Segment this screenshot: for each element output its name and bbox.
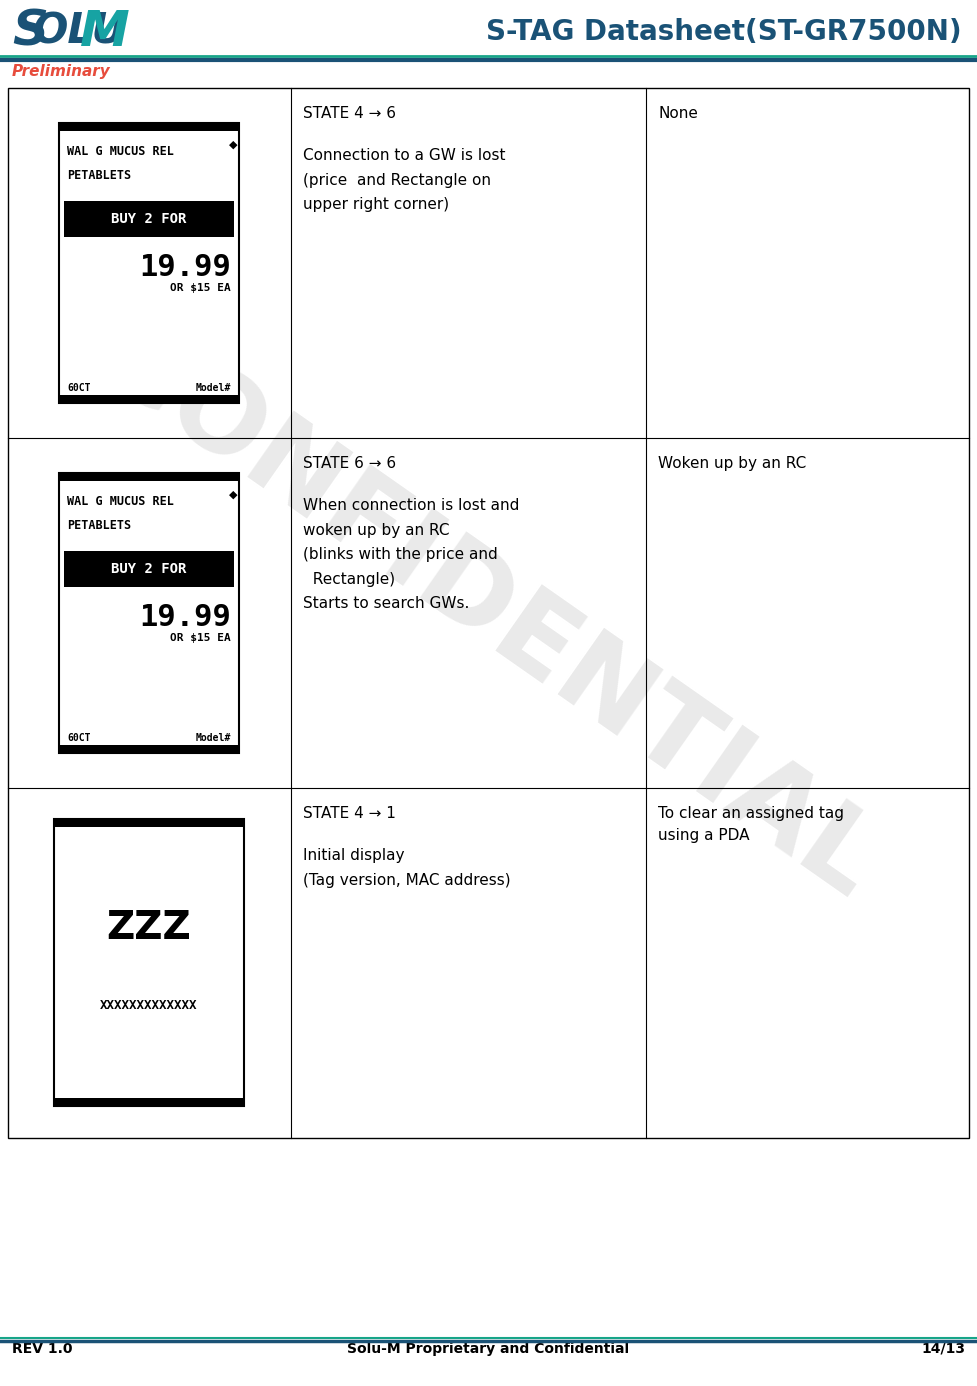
Text: REV 1.0: REV 1.0 [12, 1342, 72, 1356]
Text: Connection to a GW is lost
(price  and Rectangle on
upper right corner): Connection to a GW is lost (price and Re… [303, 148, 505, 212]
Text: Model#: Model# [195, 733, 231, 743]
Text: OR $15 EA: OR $15 EA [170, 283, 231, 292]
Bar [8, 789, 969, 1138]
Text: To clear an assigned tag
using a PDA: To clear an assigned tag using a PDA [658, 807, 844, 843]
Bar [59, 123, 239, 132]
Text: OR $15 EA: OR $15 EA [170, 633, 231, 643]
Bar [59, 123, 239, 403]
Text: S: S [12, 8, 48, 55]
Bar [59, 473, 239, 481]
Bar [54, 819, 244, 1106]
Text: PETABLETS: PETABLETS [67, 518, 131, 532]
Bar [8, 438, 969, 789]
Text: STATE 4 → 1: STATE 4 → 1 [303, 807, 396, 821]
Bar [59, 395, 239, 403]
Text: WAL G MUCUS REL: WAL G MUCUS REL [67, 146, 174, 158]
Text: BUY 2 FOR: BUY 2 FOR [111, 212, 187, 226]
Text: 60CT: 60CT [67, 383, 91, 394]
Text: XXXXXXXXXXXXX: XXXXXXXXXXXXX [101, 999, 197, 1012]
Bar [64, 201, 234, 237]
Text: STATE 4 → 6: STATE 4 → 6 [303, 105, 396, 121]
Text: 14/13: 14/13 [921, 1342, 965, 1356]
Text: ZZZ: ZZZ [106, 909, 191, 947]
Text: STATE 6 → 6: STATE 6 → 6 [303, 456, 396, 471]
Bar [8, 87, 969, 1138]
Text: M: M [80, 8, 130, 55]
Bar [54, 819, 244, 827]
Text: Initial display
(Tag version, MAC address): Initial display (Tag version, MAC addres… [303, 848, 511, 887]
Bar [54, 1098, 244, 1106]
Text: ◆: ◆ [229, 140, 237, 150]
Text: OLU: OLU [32, 11, 125, 53]
Text: Model#: Model# [195, 383, 231, 394]
Bar [8, 87, 969, 438]
Bar [59, 473, 239, 753]
Text: CONFIDENTIAL: CONFIDENTIAL [80, 305, 897, 922]
Text: WAL G MUCUS REL: WAL G MUCUS REL [67, 495, 174, 509]
Text: S-TAG Datasheet(ST-GR7500N): S-TAG Datasheet(ST-GR7500N) [487, 18, 962, 46]
Text: BUY 2 FOR: BUY 2 FOR [111, 561, 187, 577]
Bar [64, 552, 234, 588]
Text: 19.99: 19.99 [139, 603, 231, 632]
Text: PETABLETS: PETABLETS [67, 169, 131, 182]
Text: Preliminary: Preliminary [12, 64, 110, 79]
Text: ◆: ◆ [229, 491, 237, 500]
Bar [59, 746, 239, 753]
Text: None: None [658, 105, 698, 121]
Text: Solu-M Proprietary and Confidential: Solu-M Proprietary and Confidential [348, 1342, 629, 1356]
Text: 19.99: 19.99 [139, 254, 231, 281]
Text: When connection is lost and
woken up by an RC
(blinks with the price and
  Recta: When connection is lost and woken up by … [303, 498, 520, 611]
Text: 60CT: 60CT [67, 733, 91, 743]
Text: Woken up by an RC: Woken up by an RC [658, 456, 806, 471]
